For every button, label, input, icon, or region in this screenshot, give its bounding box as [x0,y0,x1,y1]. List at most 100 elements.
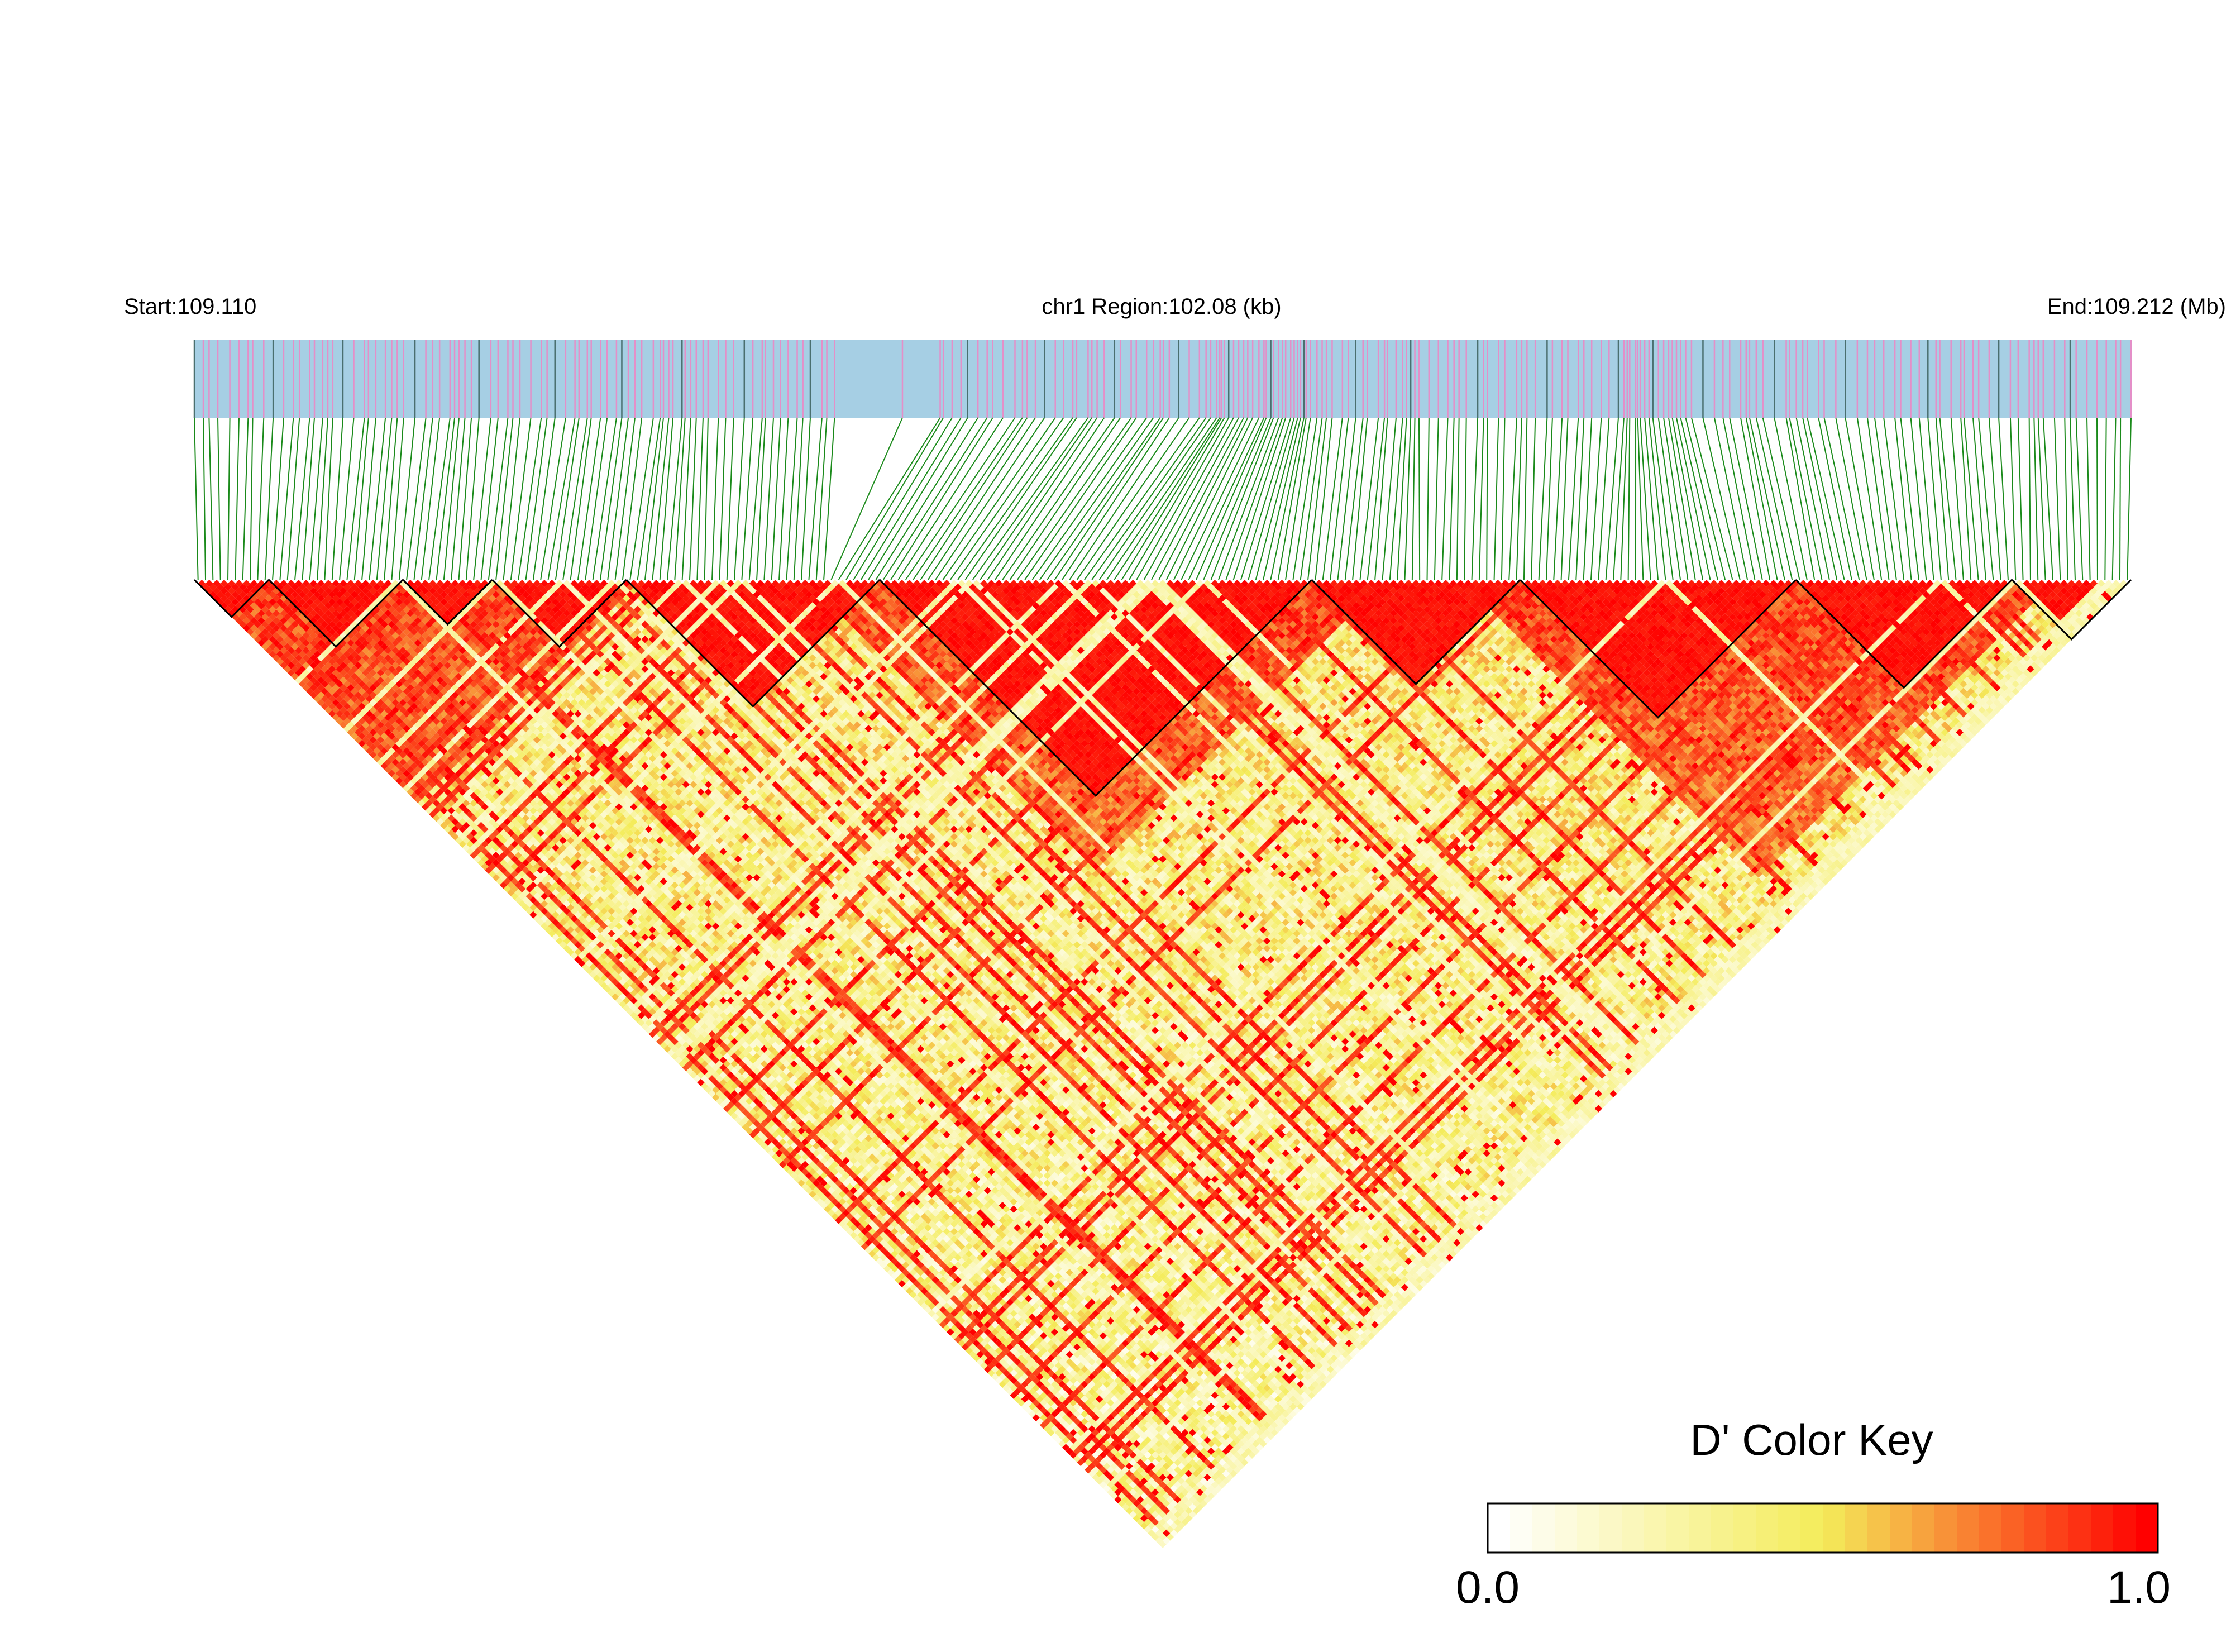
region-title: chr1 Region:102.08 (kb) [1042,294,1281,319]
snp-connector [1884,418,1904,580]
snp-connector [772,418,781,580]
snp-connector [757,418,766,580]
snp-connector [451,418,465,580]
snp-connector [1919,418,1934,580]
snp-connector [2113,418,2116,580]
snp-connector [1427,418,1429,580]
snp-connector [1999,418,2008,580]
snp-connector [1390,418,1403,580]
snp-connector [1836,418,1866,580]
snp-connector [2097,418,2098,580]
snp-connector [868,418,968,580]
snp-connector [511,418,531,580]
snp-connector [1479,418,1484,580]
snp-connector [1450,418,1454,580]
snp-connector [630,418,653,580]
snp-connector [1017,418,1131,580]
ld-matrix-cells [198,580,2128,1548]
snp-connector [1293,418,1317,580]
snp-connector [1375,418,1388,580]
snp-connector [1584,418,1592,580]
snp-connector [690,418,696,580]
snp-connector [712,418,718,580]
snp-connector [384,418,397,580]
snp-connector [958,418,1073,580]
snp-connector [302,418,314,580]
snp-connector [1419,418,1420,580]
snp-connector [1226,418,1282,580]
snp-connector [853,418,952,580]
snp-connector [861,418,961,580]
snp-connector [1382,418,1396,580]
snp-connector-lines [194,418,2131,580]
snp-connector [801,418,810,580]
snp-connector [846,418,943,580]
snp-connector [1613,418,1624,580]
snp-connector [2065,418,2067,580]
snp-connector [734,418,744,580]
snp-connector [1442,418,1447,580]
snp-connector [1818,418,1852,580]
snp-connector [518,418,541,580]
snp-connector [2076,418,2083,580]
snp-connector [1628,418,1630,580]
snp-connector [898,418,1002,580]
snp-connector [705,418,708,580]
snp-connector [459,418,472,580]
snp-connector [504,418,520,580]
snp-connector [1911,418,1927,580]
snp-connector [719,418,725,580]
snp-connector [1286,418,1311,580]
snp-connector [466,418,479,580]
snp-connector [638,418,661,580]
snp-connector [1337,418,1355,580]
snp-connector [2029,418,2031,580]
snp-connector [1621,418,1627,580]
snp-connector [2055,418,2060,580]
snp-connector [2018,418,2023,580]
snp-connector [1561,418,1568,580]
snp-connector [1152,418,1239,580]
snp-connector [310,418,323,580]
snp-connector [2010,418,2015,580]
snp-connector [2105,418,2106,580]
snp-position-track [194,340,2131,418]
snp-connector [1412,418,1415,580]
snp-connector [980,418,1092,580]
snp-connector [243,418,249,580]
snp-connector [1554,418,1562,580]
snp-connector [1435,418,1439,580]
snp-connector [1472,418,1478,580]
snp-connector [265,418,273,580]
snp-connector [883,418,987,580]
snp-connector [1464,418,1466,580]
region-start-label: Start:109.110 [124,294,256,319]
snp-connector [1973,418,1986,580]
snp-connector [257,418,264,580]
snp-connector [422,418,439,580]
snp-connector [203,418,206,580]
snp-connector [250,418,252,580]
snp-connector [481,418,498,580]
snp-connector [228,418,230,580]
snp-connector [1824,418,1859,580]
snp-connector [218,418,221,580]
snp-connector [779,418,788,580]
snp-connector [1539,418,1547,580]
snp-connector [474,418,491,580]
snp-connector [209,418,213,580]
region-end-label: End:109.212 (Mb) [2047,294,2226,319]
snp-connector [1546,418,1552,580]
snp-connector [2087,418,2090,580]
snp-connector [1803,418,1837,580]
snp-connector [377,418,392,580]
snp-connector [1524,418,1527,580]
snp-connector [1502,418,1505,580]
snp-connector [1509,418,1517,580]
snp-connector [1301,418,1322,580]
snp-connector [1517,418,1522,580]
snp-connector [2070,418,2075,580]
snp-connector [2034,418,2038,580]
